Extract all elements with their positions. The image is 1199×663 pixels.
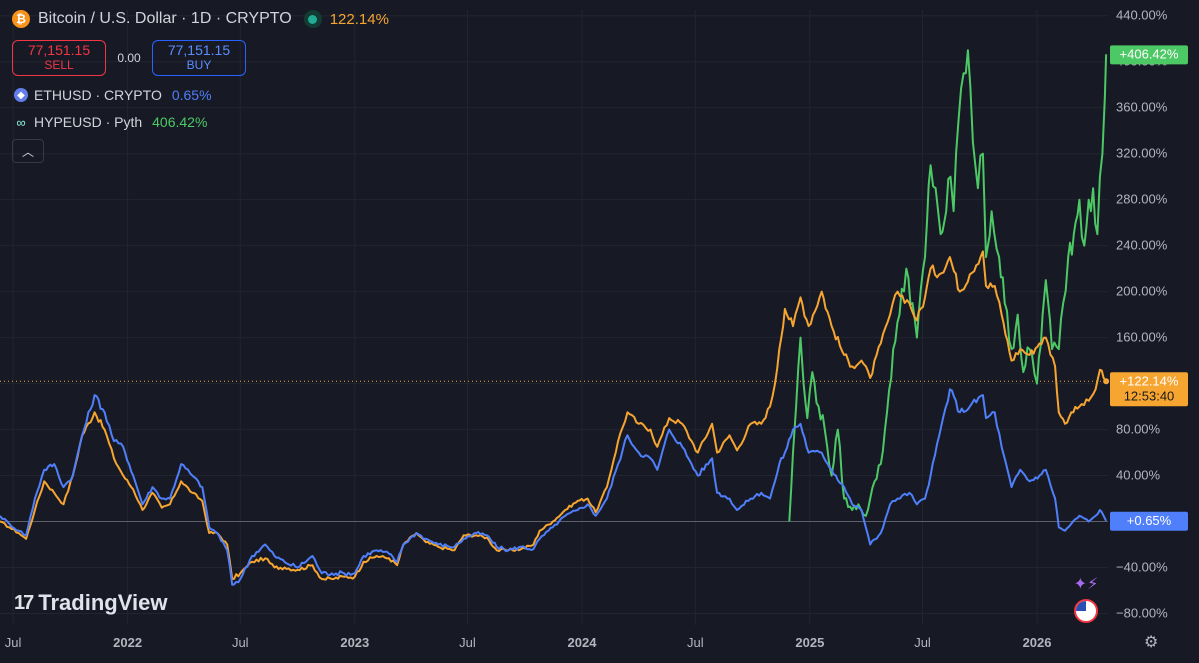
price-tick-label: 240.00% (1116, 238, 1168, 253)
tradingview-logo[interactable]: 17 TradingView (14, 590, 167, 616)
time-tick-label: 2025 (795, 635, 824, 650)
time-tick-label: 2026 (1023, 635, 1052, 650)
btc-last-tag-text: 12:53:40 (1124, 388, 1175, 403)
symbol-header[interactable]: ₿ Bitcoin / U.S. Dollar · 1D · CRYPTO 12… (12, 10, 389, 28)
btc-last-tag-text: +122.14% (1120, 373, 1179, 388)
series-line-ethusd (0, 388, 1107, 586)
market-open-icon (303, 10, 322, 28)
hype-last-tag-text: +406.42% (1120, 46, 1179, 61)
collapse-legend-button[interactable]: ︿ (12, 139, 44, 163)
legend-item-eth[interactable]: ◆ ETHUSD · CRYPTO 0.65% (14, 87, 212, 103)
time-tick-label: 2022 (113, 635, 142, 650)
legend-hype-change: 406.42% (152, 114, 208, 130)
buy-price: 77,151.15 (167, 42, 231, 58)
price-tick-label: −80.00% (1116, 606, 1168, 621)
sell-label: SELL (44, 58, 74, 72)
series-lines (0, 49, 1110, 586)
btc-last-tag: +122.14%12:53:40 (1110, 372, 1188, 407)
time-tick-label: Jul (459, 635, 476, 650)
hyperliquid-icon: ∞ (16, 114, 26, 130)
price-tick-label: 160.00% (1116, 330, 1168, 345)
legend-hype-name: HYPEUSD · Pyth (34, 114, 143, 130)
symbol-title[interactable]: Bitcoin / U.S. Dollar · 1D · CRYPTO (38, 10, 292, 27)
price-tick-label: 360.00% (1116, 100, 1168, 115)
sparkle-icon[interactable]: ✦⚡ (1073, 576, 1099, 593)
price-tick-label: 280.00% (1116, 192, 1168, 207)
sell-price: 77,151.15 (27, 42, 91, 58)
time-tick-label: Jul (5, 635, 22, 650)
time-axis[interactable]: Jul 2022 Jul 2023 Jul 2024 Jul 2025 Jul 2026 (5, 635, 1052, 650)
buy-label: BUY (186, 58, 212, 72)
price-tick-label: 80.00% (1116, 422, 1161, 437)
price-tick-label: −40.00% (1116, 560, 1168, 575)
legend-eth-change: 0.65% (171, 87, 212, 103)
time-tick-label: Jul (232, 635, 249, 650)
logo-text: TradingView (38, 590, 168, 615)
price-tick-label: 200.00% (1116, 284, 1168, 299)
legend-eth-name: ETHUSD · CRYPTO (34, 87, 162, 103)
eth-last-tag-text: +0.65% (1127, 513, 1172, 528)
time-tick-label: Jul (687, 635, 704, 650)
series-line-hypeusd (788, 49, 1108, 522)
series-line-btcusd (0, 250, 1107, 581)
btc-last-tag-bg (1110, 372, 1188, 407)
price-tick-label: 320.00% (1116, 146, 1168, 161)
symbol-change: 122.14% (329, 10, 389, 28)
gear-icon[interactable]: ⚙ (1144, 634, 1159, 651)
price-tick-label: 40.00% (1116, 468, 1161, 483)
ethereum-icon: ◆ (14, 88, 28, 102)
time-tick-label: 2024 (568, 635, 598, 650)
btc-last-point (1103, 378, 1110, 385)
spread-value: 0.00 (117, 51, 141, 65)
legend-item-hype[interactable]: ∞ HYPEUSD · Pyth 406.42% (14, 114, 207, 130)
chevron-up-icon: ︿ (21, 144, 34, 159)
us-flag-icon[interactable] (1072, 599, 1100, 623)
price-axis[interactable]: −80.00%−40.00%40.00%80.00%120.00%160.00%… (1110, 8, 1188, 621)
tradingview-mark-icon: 17 (14, 591, 34, 614)
price-tick-label: 440.00% (1116, 8, 1168, 23)
bitcoin-icon: ₿ (12, 10, 30, 28)
hype-last-tag: +406.42% (1110, 45, 1188, 65)
buy-button[interactable]: 77,151.15 BUY (152, 40, 246, 76)
hype-last-tag-bg (1110, 45, 1188, 65)
time-tick-label: 2023 (340, 635, 369, 650)
trade-panel: 77,151.15 SELL 0.00 77,151.15 BUY (12, 40, 246, 76)
eth-last-tag: +0.65% (1110, 511, 1188, 531)
eth-last-tag-bg (1110, 511, 1188, 531)
grid (0, 10, 1108, 625)
time-tick-label: Jul (914, 635, 931, 650)
sell-button[interactable]: 77,151.15 SELL (12, 40, 106, 76)
